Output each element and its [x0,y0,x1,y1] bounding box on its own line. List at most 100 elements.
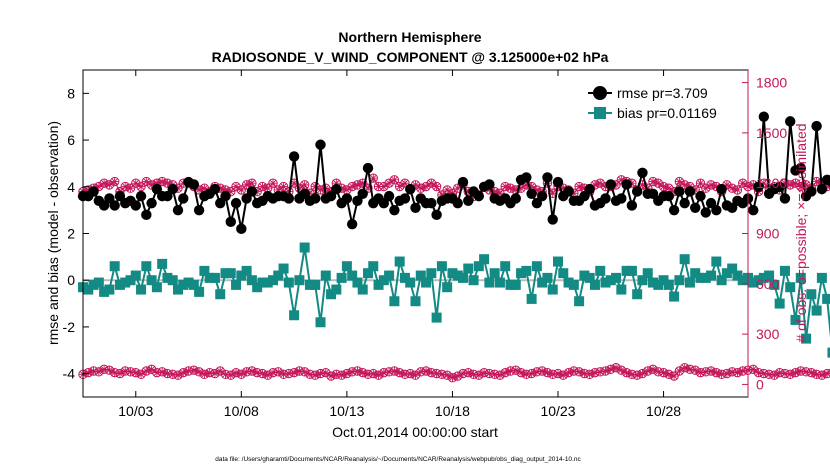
bias-point [822,293,830,304]
bias-point [674,275,685,286]
bias-point [632,289,643,300]
obs-assimilated-point [786,180,795,189]
obs-assimilated-point [474,371,483,380]
obs-assimilated-point [295,184,304,193]
obs-assimilated-point [232,182,241,191]
obs-assimilated-point [543,368,552,377]
obs-assimilated-point [179,368,188,377]
obs-assimilated-point [237,185,246,194]
obs-assimilated-point [649,365,657,374]
obs-assimilated-point [406,369,415,378]
bias-point [378,275,389,286]
bias-point [579,270,590,281]
bias-point [663,279,674,290]
x-tick-label: 10/28 [646,403,681,419]
obs-assimilated-point [152,368,161,377]
obs-assimilated-point [564,368,573,377]
obs-assimilated-point [226,371,235,380]
obs-assimilated-point [110,368,119,377]
obs-assimilated-point [258,182,267,191]
chart-subtitle: RADIOSONDE_V_WIND_COMPONENT @ 3.125000e+… [212,49,609,65]
obs-assimilated-point [147,180,156,189]
rmse-point [315,139,326,150]
bias-point [278,263,289,274]
obs-assimilated-point [311,371,320,380]
x-axis-label: Oct.01,2014 00:00:00 start [332,424,498,440]
bias-point [494,277,505,288]
bias-point [363,268,373,279]
obs-assimilated-point [195,367,204,376]
obs-assimilated-point [279,182,288,191]
obs-assimilated-point [612,180,621,189]
obs-assimilated-point [353,367,362,376]
obs-assimilated-point [269,179,277,188]
bias-point [484,277,495,288]
obs-assimilated-point [342,369,351,378]
obs-possible-point [141,176,152,187]
bias-point [500,261,511,272]
bias-point [141,261,152,272]
rmse-point [109,200,120,211]
obs-possible-point [109,176,120,187]
obs-assimilated-point [823,369,830,378]
rmse-point [410,202,421,214]
obs-assimilated-point [84,368,93,377]
obs-assimilated-point [443,371,452,380]
obs-assimilated-point [633,371,642,380]
obs-assimilated-point [522,180,531,189]
rmse-point [637,167,648,178]
obs-assimilated-point [791,368,800,377]
obs-assimilated-point [675,367,684,376]
y-axis-label-right: # of obs: o=possible; ×=assimilated [793,123,809,342]
bias-point [283,277,294,288]
bias-point [289,310,300,321]
obs-assimilated-point [284,369,293,378]
obs-assimilated-point [749,365,758,374]
bias-point [93,277,104,288]
obs-assimilated-point [432,369,441,378]
obs-assimilated-point [395,368,404,377]
obs-assimilated-point [601,182,610,191]
obs-assimilated-point [300,180,309,189]
right-axis: 1800 1500 1200 900 600 300 0 [742,75,787,392]
rmse-point [600,193,611,204]
bias-point [547,284,558,295]
bias-point [568,279,579,290]
bias-point [526,293,537,304]
obs-assimilated-point [448,373,457,382]
obs-assimilated-point [707,367,716,376]
rmse-point [674,186,685,197]
obs-assimilated-point [649,177,657,186]
bias-point [669,291,680,302]
obs-assimilated-point [342,185,351,194]
rmse-point [663,190,675,202]
bias-point [299,242,310,253]
bias-point [252,282,263,293]
bias-point [225,268,236,279]
bias-point [426,268,437,279]
bias-point [188,279,199,290]
obs-assimilated-point [321,368,330,377]
obs-assimilated-point [495,189,504,198]
bias-point [605,275,616,286]
obs-assimilated-point [517,184,526,193]
obs-assimilated-point [295,367,304,376]
plot-area [83,70,748,397]
obs-assimilated-point [580,184,589,193]
obs-assimilated-point [802,180,811,189]
legend-box [584,78,740,124]
bias-point [257,277,268,288]
obs-assimilated-point [659,182,668,191]
obs-assimilated-point [305,370,314,379]
obs-assimilated-point [237,370,246,379]
rmse-point [806,186,817,197]
obs-assimilated-point [664,370,673,379]
obs-assimilated-point [274,367,283,376]
rmse-point [172,204,184,216]
obs-assimilated-point [664,184,673,193]
obs-assimilated-point [596,179,605,188]
bias-point [436,261,447,272]
rmse-point [695,190,706,202]
obs-assimilated-point [517,368,526,377]
y-tick-label: -4 [63,366,76,382]
